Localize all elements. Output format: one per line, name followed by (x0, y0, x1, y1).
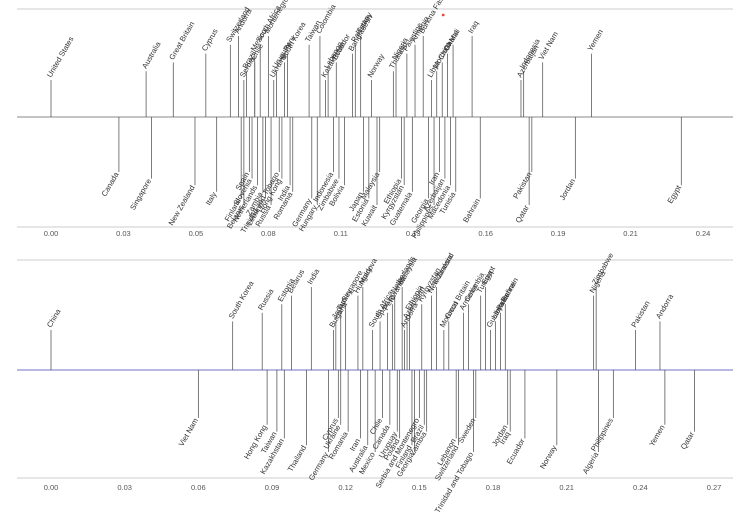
data-label: Thailand (286, 444, 308, 474)
data-label: Sweden (456, 417, 478, 445)
data-label: South Korea (227, 279, 256, 321)
data-label: Egypt (480, 264, 498, 286)
data-label: Yemen (586, 28, 605, 53)
data-label: New Zealand (167, 184, 197, 227)
data-label: Canada (100, 170, 121, 198)
data-label: Viet Nam (537, 30, 560, 61)
x-tick-label: 0.00 (44, 483, 59, 492)
data-label: Pakistan (629, 299, 651, 329)
data-label: Iraq (466, 19, 480, 35)
data-label: Qatar (514, 203, 532, 224)
x-tick-label: 0.24 (633, 483, 648, 492)
data-label: Norway (366, 52, 387, 79)
data-label: Mali (447, 27, 462, 44)
data-label: Australia (140, 39, 163, 70)
data-label: Bahrain (499, 276, 520, 303)
data-label: United States (45, 35, 76, 79)
x-tick-label: 0.12 (338, 483, 353, 492)
data-label: Pakistan (511, 171, 533, 201)
data-label: Colombia (314, 2, 338, 35)
x-tick-label: 0.09 (265, 483, 280, 492)
data-label: Norway (538, 444, 559, 471)
data-label: India (305, 267, 321, 286)
data-label: Bahrain (461, 197, 482, 224)
timeline-chart-bottom: 0.00 0.03 0.06 0.09 0.12 0.15 0.18 0.21 0.24 0.27… (17, 251, 733, 512)
data-label: Algeria (581, 450, 601, 476)
x-tick-label: 0.16 (478, 229, 493, 238)
x-tick-label: 0.19 (551, 229, 566, 238)
data-label: Singapore (128, 177, 153, 211)
data-label: Viet Nam (177, 417, 200, 448)
x-tick-label: 0.13 (406, 229, 421, 238)
data-label: Yemen (647, 423, 666, 448)
data-label: Andorra (654, 292, 676, 321)
highlight-marker (441, 13, 445, 17)
x-tick-label: 0.21 (559, 483, 574, 492)
data-label: Great Britain (167, 20, 196, 61)
x-tick-label: 0.24 (696, 229, 711, 238)
x-tick-label: 0.03 (116, 229, 131, 238)
data-label: Russia (256, 287, 276, 312)
timeline-chart-top: 0.00 0.03 0.05 0.08 0.11 0.13 0.16 0.19 0.21 0.24… (17, 0, 733, 240)
x-tick-label: 0.15 (412, 483, 427, 492)
data-label: Qatar (679, 430, 697, 451)
data-label: Philippines (589, 416, 615, 452)
x-tick-label: 0.27 (707, 483, 722, 492)
data-label: Egypt (665, 183, 683, 205)
data-label: China (45, 307, 63, 329)
x-tick-label: 0.00 (44, 229, 59, 238)
x-tick-label: 0.03 (117, 483, 132, 492)
data-label: Italy (204, 190, 219, 207)
x-tick-label: 0.21 (623, 229, 638, 238)
x-tick-label: 0.18 (486, 483, 501, 492)
x-tick-label: 0.08 (261, 229, 276, 238)
data-label: Malaysia (359, 170, 382, 201)
x-tick-label: 0.11 (334, 229, 348, 238)
data-label: Cyprus (200, 27, 220, 53)
data-label: Jordan (558, 177, 577, 202)
x-tick-label: 0.05 (189, 229, 204, 238)
x-tick-label: 0.06 (191, 483, 206, 492)
